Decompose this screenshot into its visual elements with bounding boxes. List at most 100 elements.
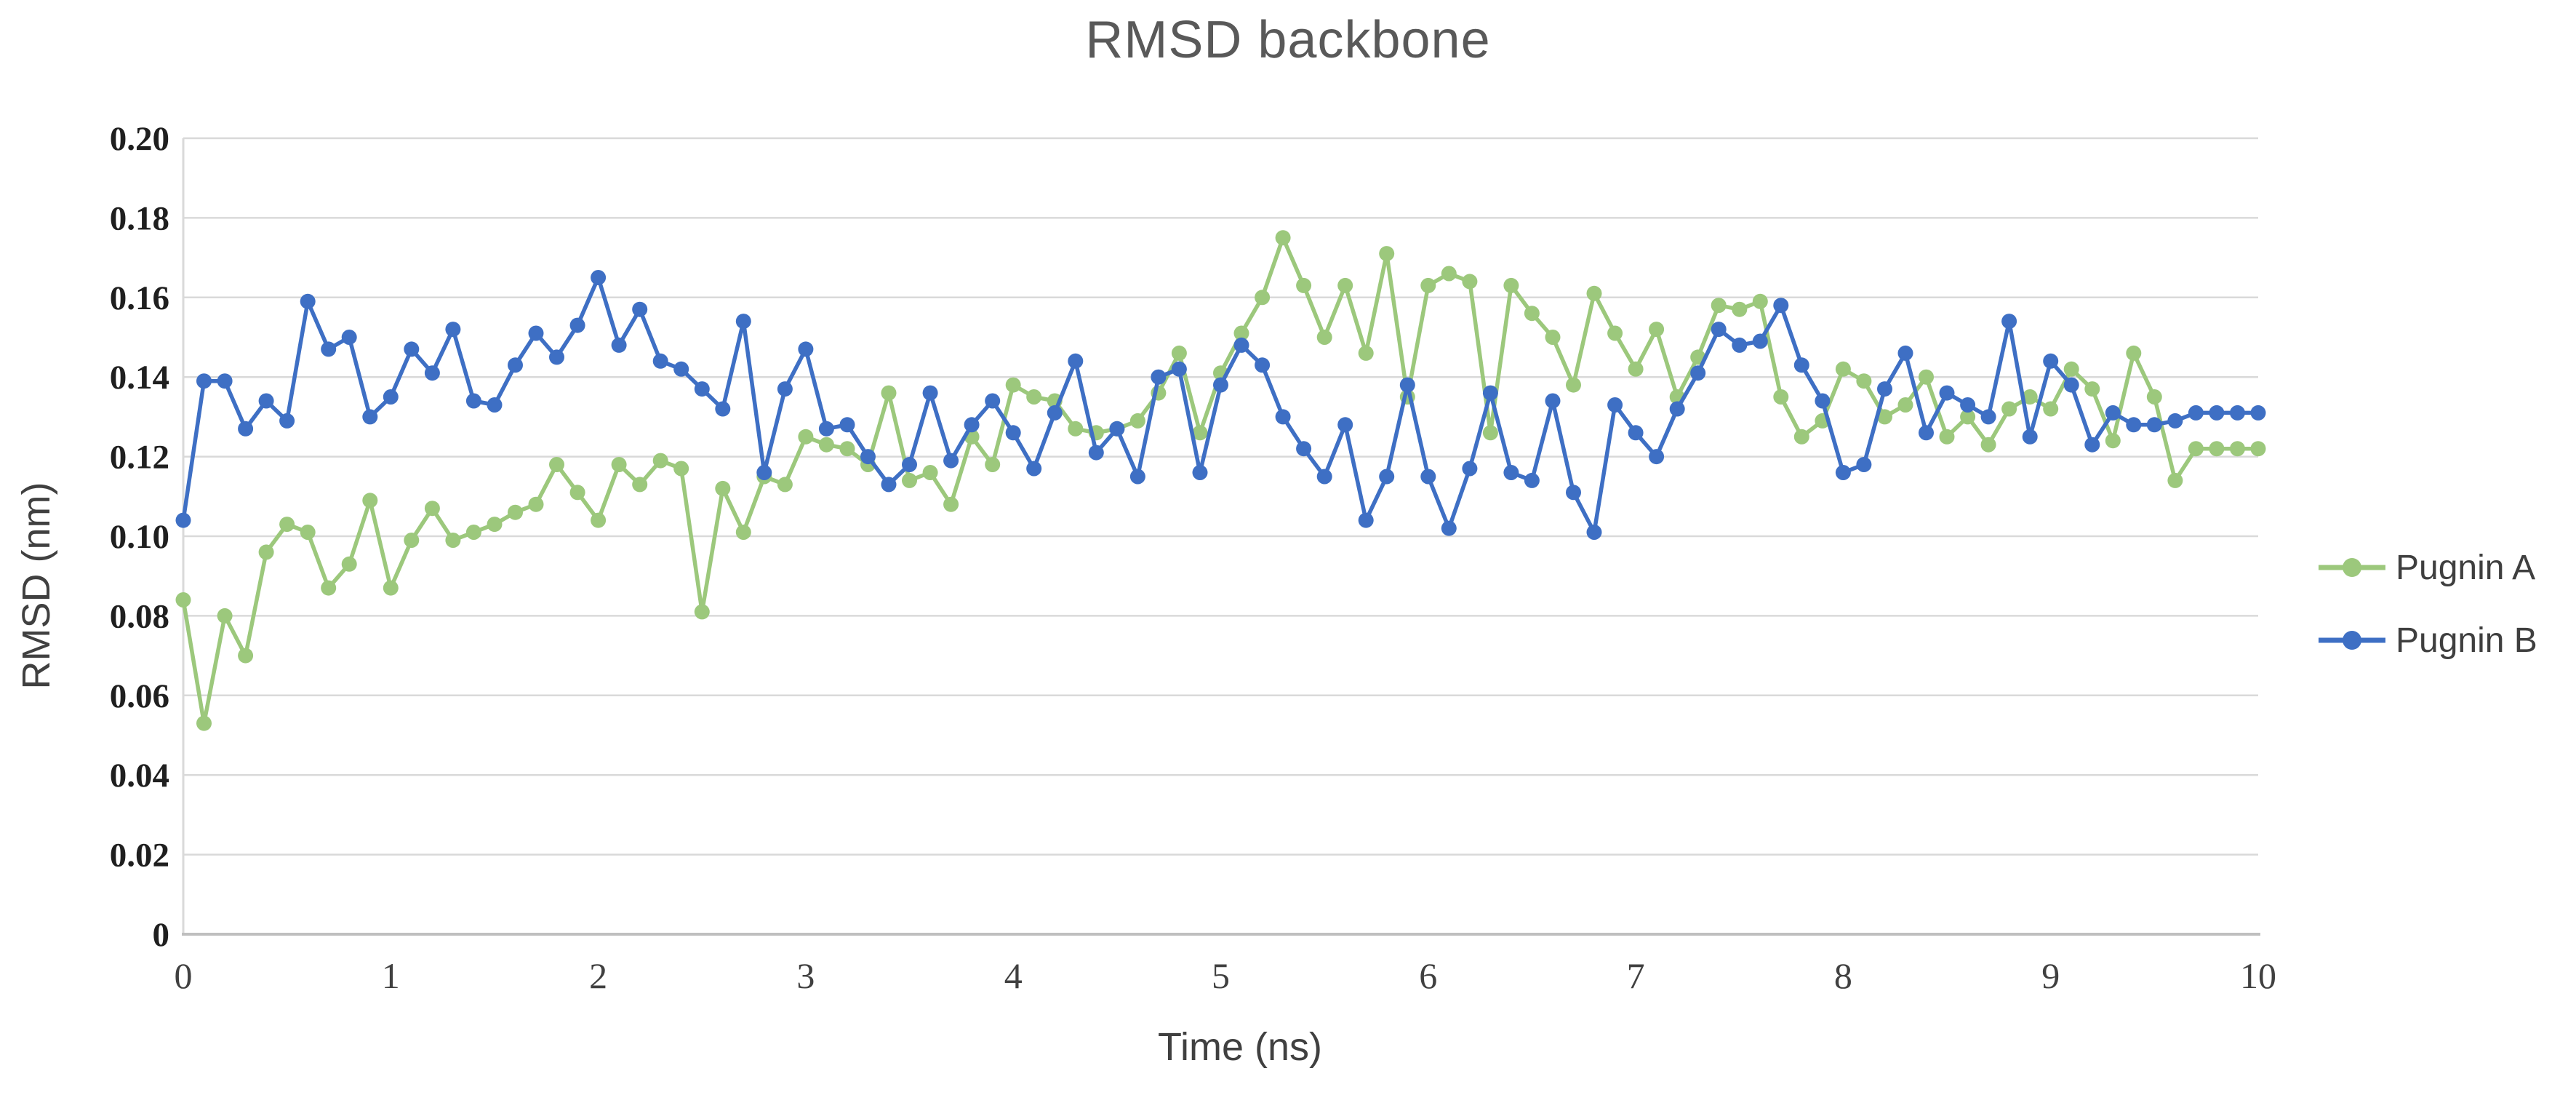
data-point <box>922 385 938 401</box>
x-tick-label: 6 <box>1419 955 1437 996</box>
data-point <box>839 441 855 457</box>
data-point <box>424 365 440 381</box>
data-point <box>2250 405 2266 421</box>
data-point <box>1420 469 1436 485</box>
data-point <box>2022 389 2038 405</box>
data-point <box>217 608 233 624</box>
data-point <box>1856 457 1872 472</box>
x-tick-label: 10 <box>2240 955 2276 996</box>
data-point <box>1441 520 1457 536</box>
data-point <box>985 393 1001 409</box>
data-point <box>1607 397 1623 413</box>
data-point <box>2126 345 2142 361</box>
data-point <box>2167 413 2183 429</box>
data-point <box>2209 405 2225 421</box>
x-tick-label: 5 <box>1212 955 1230 996</box>
data-point <box>1192 425 1208 441</box>
data-point <box>2043 353 2059 369</box>
data-point <box>1877 409 1892 425</box>
x-tick-label: 0 <box>175 955 193 996</box>
data-point <box>1566 377 1581 393</box>
data-point <box>839 417 855 433</box>
data-point <box>528 325 544 341</box>
data-point <box>632 301 648 317</box>
data-point <box>1835 361 1851 377</box>
data-point <box>591 512 607 528</box>
data-point <box>1793 429 1809 445</box>
data-point <box>1732 301 1748 317</box>
data-point <box>1877 381 1892 397</box>
data-point <box>1503 465 1519 480</box>
x-tick-label: 8 <box>1834 955 1852 996</box>
data-point <box>1005 377 1021 393</box>
data-point <box>1337 417 1353 433</box>
data-point <box>1960 397 1976 413</box>
data-point <box>881 477 897 493</box>
data-point <box>258 393 274 409</box>
data-point <box>1628 425 1644 441</box>
data-point <box>1482 385 1498 401</box>
data-point <box>798 429 814 445</box>
data-point <box>943 453 959 469</box>
data-point <box>2063 377 2079 393</box>
data-point <box>735 314 751 330</box>
data-point <box>300 525 316 540</box>
data-point <box>694 604 710 620</box>
data-point <box>2146 389 2162 405</box>
data-point <box>1171 345 1187 361</box>
data-point <box>1255 357 1271 373</box>
data-point <box>1047 405 1063 421</box>
data-point <box>1482 425 1498 441</box>
y-tick-label: 0.16 <box>110 279 169 317</box>
data-point <box>985 457 1001 472</box>
data-point <box>175 592 191 608</box>
data-point <box>1109 421 1125 437</box>
data-point <box>1026 461 1042 477</box>
data-point <box>860 449 876 465</box>
x-axis-title: Time (ns) <box>1158 1025 1322 1069</box>
y-tick-label: 0.10 <box>110 518 169 556</box>
data-point <box>1607 325 1623 341</box>
data-point <box>341 556 357 572</box>
data-point <box>362 409 378 425</box>
data-point <box>1897 397 1913 413</box>
data-point <box>1233 337 1249 353</box>
y-tick-label: 0.06 <box>110 677 169 715</box>
data-point <box>383 580 399 596</box>
data-point <box>1296 277 1312 293</box>
data-point <box>383 389 399 405</box>
data-point <box>1897 345 1913 361</box>
data-point <box>1151 369 1167 385</box>
data-point <box>1129 469 1145 485</box>
data-point <box>1192 465 1208 480</box>
data-point <box>818 437 834 453</box>
data-point <box>424 501 440 517</box>
data-point <box>2043 401 2059 417</box>
legend: Pugnin A Pugnin B <box>2317 547 2537 693</box>
x-tick-label: 9 <box>2041 955 2060 996</box>
data-point <box>632 477 648 493</box>
data-point <box>798 341 814 357</box>
data-point <box>591 270 607 285</box>
data-point <box>673 361 689 377</box>
data-point <box>611 337 627 353</box>
data-point <box>1649 322 1665 338</box>
data-point <box>1773 389 1789 405</box>
data-point <box>1793 357 1809 373</box>
data-point <box>465 393 481 409</box>
data-point <box>1919 425 1934 441</box>
data-point <box>2209 441 2225 457</box>
data-point <box>611 457 627 472</box>
data-point <box>341 330 357 345</box>
data-point <box>2167 472 2183 488</box>
y-tick-label: 0.04 <box>110 757 169 795</box>
y-tick-label: 0.02 <box>110 837 169 875</box>
data-point <box>279 413 295 429</box>
data-point <box>445 533 461 548</box>
data-point <box>922 465 938 480</box>
data-point <box>465 525 481 540</box>
data-point <box>1358 345 1374 361</box>
data-point <box>175 512 191 528</box>
x-tick-label: 3 <box>796 955 815 996</box>
